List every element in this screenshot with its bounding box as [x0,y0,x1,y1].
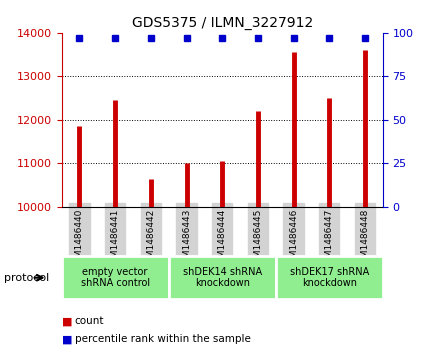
Text: protocol: protocol [4,273,50,283]
Text: percentile rank within the sample: percentile rank within the sample [75,334,251,344]
Text: ■: ■ [62,316,72,326]
Bar [169,256,276,299]
Text: shDEK17 shRNA
knockdown: shDEK17 shRNA knockdown [290,267,369,289]
Title: GDS5375 / ILMN_3227912: GDS5375 / ILMN_3227912 [132,16,313,30]
Text: ■: ■ [62,334,72,344]
Text: shDEK14 shRNA
knockdown: shDEK14 shRNA knockdown [183,267,262,289]
Bar [276,256,383,299]
Text: count: count [75,316,104,326]
Text: empty vector
shRNA control: empty vector shRNA control [81,267,150,289]
Bar [62,256,169,299]
